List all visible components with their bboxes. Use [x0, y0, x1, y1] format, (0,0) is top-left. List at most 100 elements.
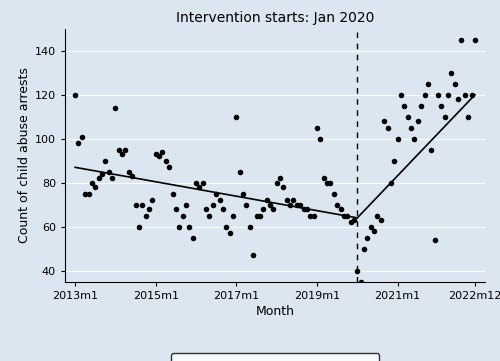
Point	[112, 105, 120, 111]
Point	[461, 92, 469, 98]
Point	[252, 213, 260, 218]
Legend: Actual, Predicted: Actual, Predicted	[171, 353, 379, 361]
Point	[186, 224, 194, 230]
Point	[440, 114, 448, 119]
Point	[434, 92, 442, 98]
Point	[390, 158, 398, 164]
Point	[216, 197, 224, 203]
Point	[444, 92, 452, 98]
Point	[336, 206, 344, 212]
Point	[219, 206, 227, 212]
Point	[266, 202, 274, 208]
Point	[122, 147, 130, 153]
Point	[333, 202, 341, 208]
Point	[427, 147, 435, 153]
Point	[471, 37, 479, 43]
Point	[175, 224, 183, 230]
Point	[310, 213, 318, 218]
Point	[414, 118, 422, 124]
Point	[188, 235, 196, 240]
Point	[98, 171, 106, 177]
Point	[165, 164, 173, 170]
Point	[246, 224, 254, 230]
Point	[178, 213, 186, 218]
Point	[343, 213, 351, 218]
Point	[330, 191, 338, 197]
Point	[464, 114, 472, 119]
Point	[424, 81, 432, 87]
Point	[367, 224, 375, 230]
Point	[222, 224, 230, 230]
Point	[78, 134, 86, 139]
Point	[400, 103, 408, 109]
Point	[286, 202, 294, 208]
Point	[438, 103, 446, 109]
Point	[142, 213, 150, 218]
Point	[138, 202, 146, 208]
Point	[377, 217, 385, 223]
Point	[81, 191, 89, 197]
Point	[290, 197, 298, 203]
Point	[102, 158, 110, 164]
Point	[256, 213, 264, 218]
Point	[316, 136, 324, 142]
Point	[226, 230, 234, 236]
Point	[229, 213, 237, 218]
Point	[364, 235, 372, 240]
Point	[323, 180, 331, 186]
Point	[407, 125, 415, 131]
Point	[182, 202, 190, 208]
Point	[276, 175, 284, 181]
Point	[360, 246, 368, 252]
Point	[270, 206, 278, 212]
Point	[132, 202, 140, 208]
Point	[300, 206, 308, 212]
Point	[374, 213, 382, 218]
Point	[74, 140, 82, 146]
Point	[370, 228, 378, 234]
Point	[320, 175, 328, 181]
Point	[380, 118, 388, 124]
Point	[236, 169, 244, 175]
Point	[410, 136, 418, 142]
Point	[199, 180, 207, 186]
Point	[272, 180, 280, 186]
Point	[303, 206, 311, 212]
Point	[259, 206, 267, 212]
Point	[135, 224, 143, 230]
Point	[196, 184, 203, 190]
Point	[451, 81, 459, 87]
Point	[417, 103, 425, 109]
Point	[108, 175, 116, 181]
Point	[397, 92, 405, 98]
Point	[209, 202, 217, 208]
Point	[340, 213, 348, 218]
Point	[158, 149, 166, 155]
Point	[202, 206, 210, 212]
Point	[262, 197, 270, 203]
Point	[94, 175, 102, 181]
Point	[115, 147, 123, 153]
Point	[350, 217, 358, 223]
Point	[354, 268, 362, 274]
Point	[239, 191, 247, 197]
Point	[313, 125, 321, 131]
Point	[448, 70, 456, 76]
Point	[394, 136, 402, 142]
Point	[384, 125, 392, 131]
Point	[346, 219, 354, 225]
Point	[296, 202, 304, 208]
Point	[104, 169, 112, 175]
Point	[152, 151, 160, 157]
Point	[91, 184, 99, 190]
Title: Intervention starts: Jan 2020: Intervention starts: Jan 2020	[176, 11, 374, 25]
Point	[162, 158, 170, 164]
Point	[192, 180, 200, 186]
Point	[148, 197, 156, 203]
Point	[155, 153, 163, 159]
Point	[84, 191, 92, 197]
Point	[306, 213, 314, 218]
X-axis label: Month: Month	[256, 305, 294, 318]
Point	[326, 180, 334, 186]
Point	[128, 173, 136, 179]
